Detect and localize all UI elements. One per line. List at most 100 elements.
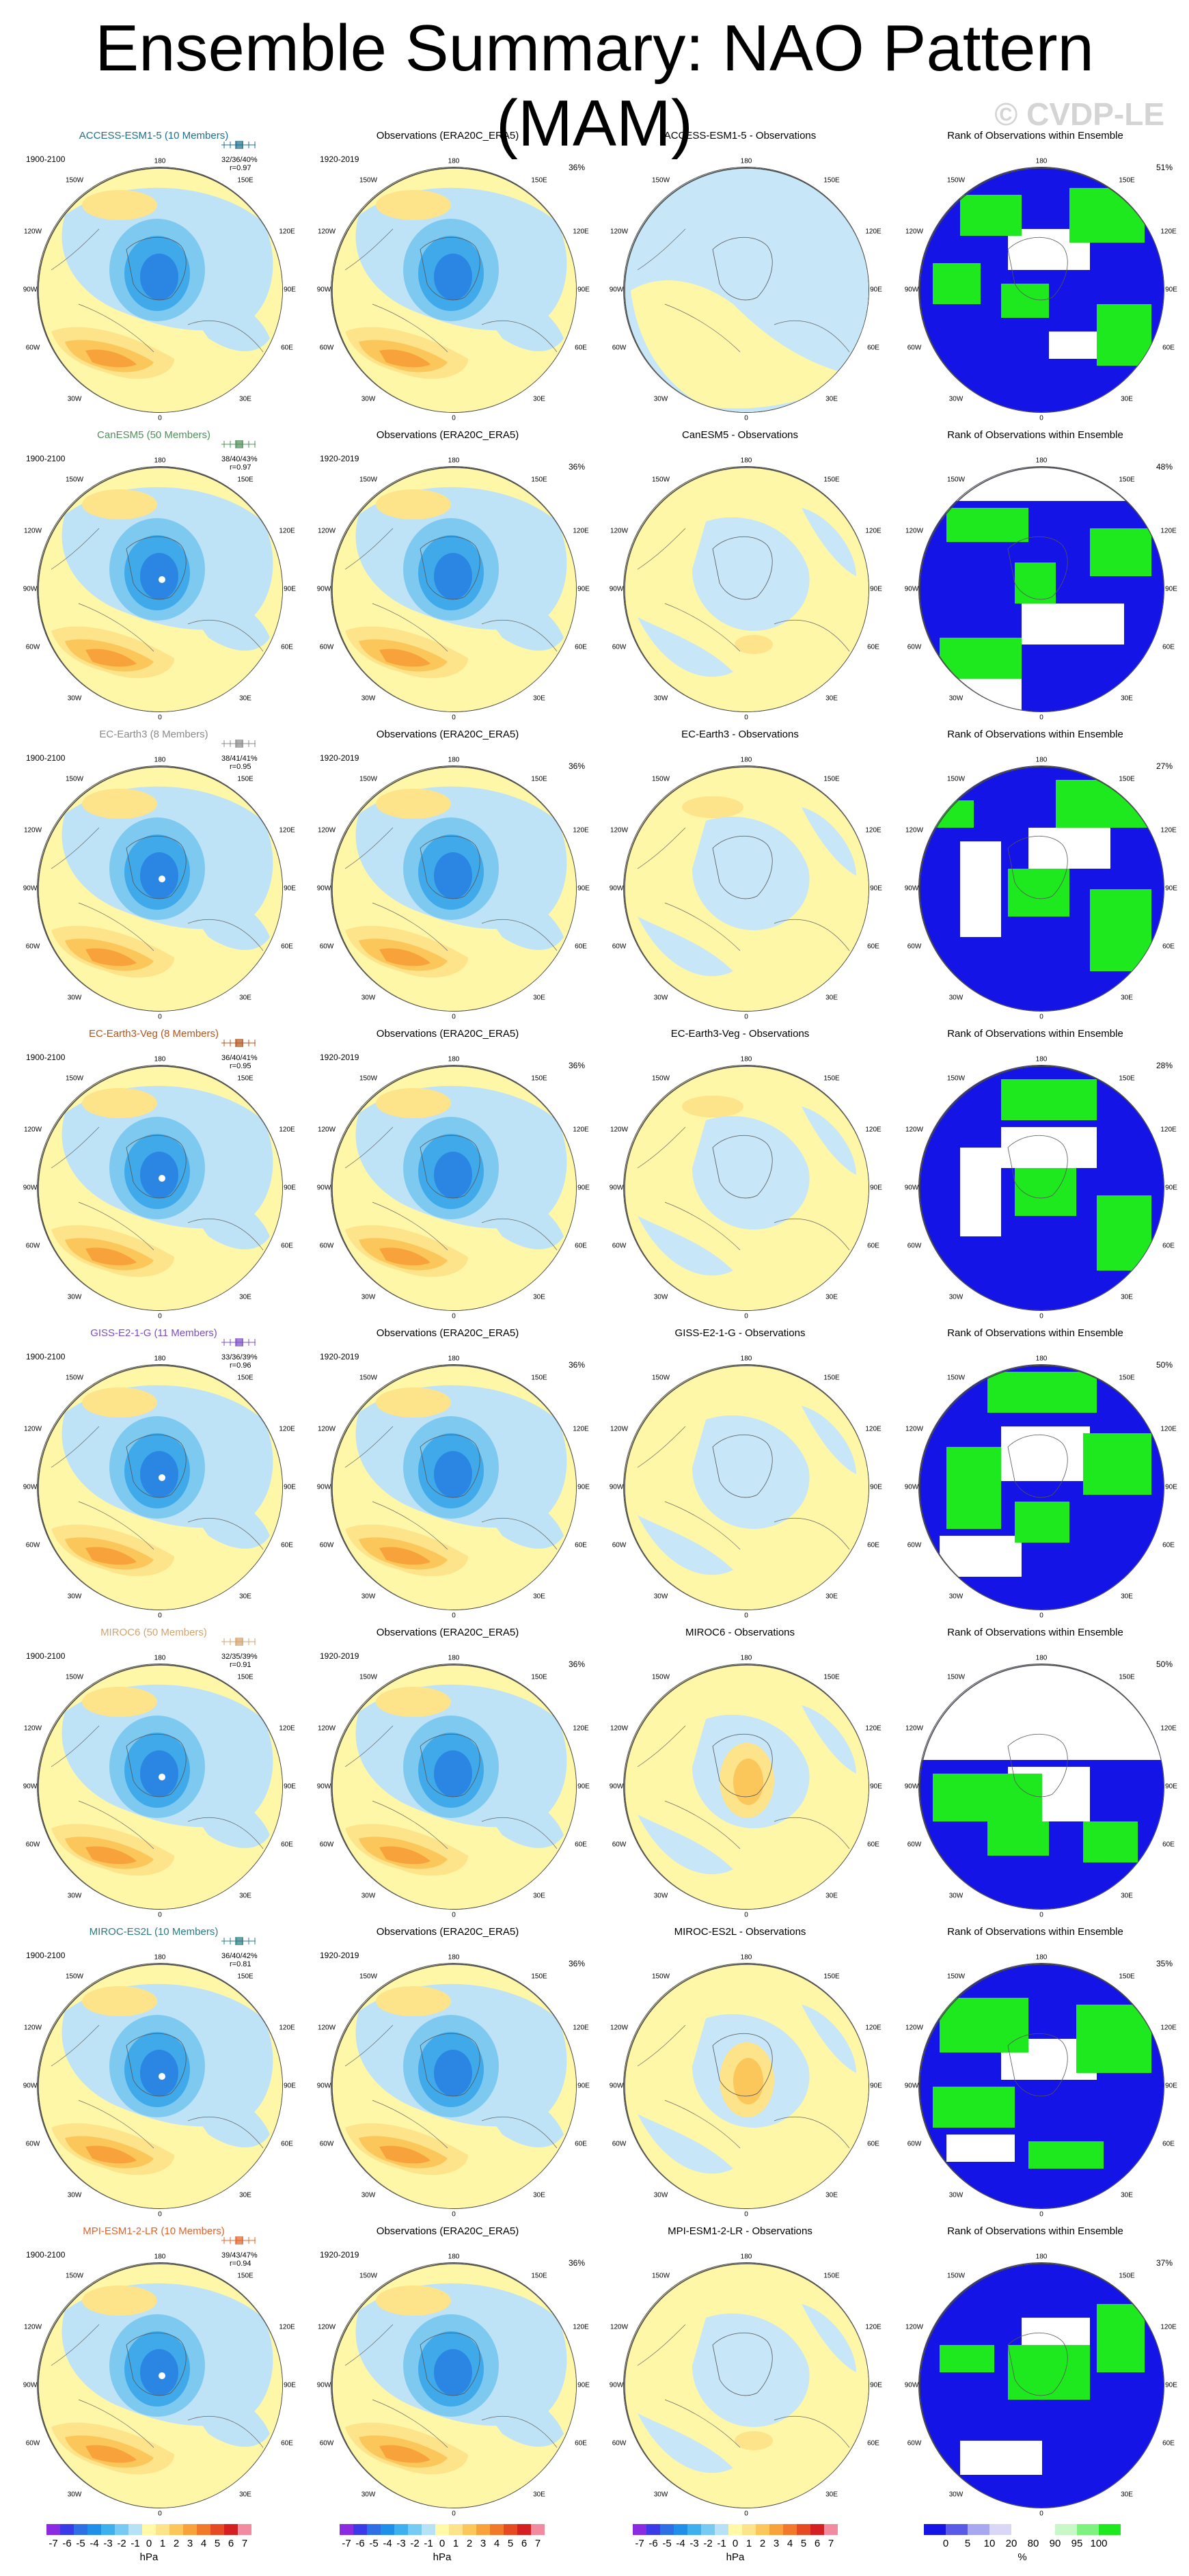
rank-title: Rank of Observations within Ensemble bbox=[947, 729, 1123, 740]
map-longitude-label: 120W bbox=[905, 2024, 924, 2032]
map-longitude-label: 180 bbox=[740, 1953, 752, 1962]
percent-variance-label: 50% bbox=[1156, 1659, 1173, 1669]
map-longitude-label: 180 bbox=[1035, 1953, 1048, 1962]
map-longitude-label: 60E bbox=[281, 943, 293, 951]
spread-whisker-icon bbox=[221, 740, 256, 748]
colorbar-tick-label: 7 bbox=[241, 2538, 248, 2549]
colorbar-swatch bbox=[115, 2524, 128, 2535]
ensemble-stats: 38/41/41% r=0.95 bbox=[221, 755, 258, 771]
colorbar-unit: % bbox=[1017, 2551, 1027, 2563]
map-longitude-label: 60W bbox=[907, 1841, 922, 1849]
map-field bbox=[38, 1664, 282, 1909]
page-title: Ensemble Summary: NAO Pattern (MAM) bbox=[95, 12, 1094, 160]
map-longitude-label: 180 bbox=[154, 1953, 166, 1962]
map-field bbox=[331, 2263, 576, 2508]
difference-title: CanESM5 - Observations bbox=[681, 429, 799, 441]
period-label: 1900-2100 bbox=[26, 1352, 66, 1361]
map-longitude-label: 30E bbox=[1121, 1892, 1133, 1900]
map-longitude-label: 30W bbox=[653, 395, 668, 403]
map-longitude-label: 90W bbox=[23, 1184, 38, 1192]
map-longitude-label: 180 bbox=[448, 157, 460, 165]
map-longitude-label: 90E bbox=[1165, 2381, 1177, 2389]
map-longitude-label: 120E bbox=[865, 1724, 882, 1733]
map-longitude-label: 90W bbox=[609, 1782, 624, 1791]
map-longitude-label: 90E bbox=[577, 585, 590, 593]
map-longitude-label: 180 bbox=[448, 1355, 460, 1363]
map-longitude-label: 120W bbox=[23, 1724, 42, 1733]
rank-panel: Rank of Observations within Ensemble 37% 1… bbox=[888, 2225, 1182, 2525]
map-longitude-label: 60E bbox=[575, 643, 587, 651]
map-longitude-label: 60W bbox=[25, 1242, 40, 1250]
map-longitude-label: 60W bbox=[25, 2439, 40, 2448]
percent-variance-label: 48% bbox=[1156, 462, 1173, 472]
colorbar-tick-label: -4 bbox=[676, 2538, 685, 2549]
polar-map bbox=[37, 1963, 283, 2209]
colorbar-tick-label: 7 bbox=[534, 2538, 541, 2549]
colorbar-swatches bbox=[633, 2524, 838, 2535]
rank-title: Rank of Observations within Ensemble bbox=[947, 1627, 1123, 1638]
map-longitude-label: 120E bbox=[865, 527, 882, 535]
map-longitude-label: 150E bbox=[823, 1074, 840, 1083]
map-longitude-label: 0 bbox=[1039, 2510, 1043, 2518]
map-longitude-label: 150W bbox=[359, 1074, 378, 1083]
map-longitude-label: 30E bbox=[1121, 994, 1133, 1002]
map-longitude-label: 30E bbox=[1121, 2191, 1133, 2199]
map-longitude-label: 0 bbox=[744, 414, 748, 422]
map-longitude-label: 30E bbox=[533, 2491, 545, 2499]
polar-map bbox=[623, 167, 869, 413]
rank-title: Rank of Observations within Ensemble bbox=[947, 1327, 1123, 1339]
map-longitude-label: 90E bbox=[870, 585, 882, 593]
colorbar-tick-label: 1 bbox=[159, 2538, 166, 2549]
period-label: 1920-2019 bbox=[320, 753, 359, 763]
map-longitude-label: 120E bbox=[1160, 527, 1177, 535]
map-longitude-label: 150E bbox=[823, 1374, 840, 1382]
colorbar-tick-label: 4 bbox=[787, 2538, 793, 2549]
map-longitude-label: 120W bbox=[610, 2024, 629, 2032]
map-longitude-label: 180 bbox=[740, 1055, 752, 1063]
rank-panel: Rank of Observations within Ensemble 28% 1… bbox=[888, 1028, 1182, 1327]
map-longitude-label: 120W bbox=[905, 2323, 924, 2331]
map-longitude-label: 30E bbox=[825, 2491, 838, 2499]
map-longitude-label: 0 bbox=[452, 2210, 456, 2219]
map-longitude-label: 180 bbox=[448, 756, 460, 764]
polar-map bbox=[37, 1065, 283, 1311]
colorbar-difference: -7 -6 -5 -4 -3 -2 -1 0 1 2 3 4 5 6 7 hPa bbox=[633, 2524, 838, 2572]
colorbar-swatch bbox=[924, 2524, 946, 2535]
map-longitude-label: 150W bbox=[946, 1074, 966, 1083]
map-longitude-label: 0 bbox=[1039, 1612, 1043, 1620]
map-longitude-label: 60E bbox=[281, 344, 293, 352]
colorbar-rank: 0 5 10 20 80 90 95 100% bbox=[924, 2524, 1121, 2572]
map-longitude-label: 150W bbox=[651, 1673, 670, 1681]
map-longitude-label: 0 bbox=[744, 1312, 748, 1320]
map-longitude-label: 120W bbox=[23, 228, 42, 236]
colorbar-tick-label: 2 bbox=[759, 2538, 766, 2549]
rank-panel: Rank of Observations within Ensemble 50% 1… bbox=[888, 1327, 1182, 1627]
map-longitude-label: 60E bbox=[281, 1841, 293, 1849]
map-longitude-label: 60E bbox=[1162, 643, 1175, 651]
map-longitude-label: 180 bbox=[448, 1953, 460, 1962]
map-longitude-label: 90E bbox=[577, 884, 590, 893]
percent-variance-label: 36% bbox=[568, 163, 585, 172]
map-longitude-label: 60W bbox=[907, 1242, 922, 1250]
map-longitude-label: 120E bbox=[279, 1724, 295, 1733]
period-label: 1920-2019 bbox=[320, 1951, 359, 1960]
ensemble-stats: 32/35/39% r=0.91 bbox=[221, 1653, 258, 1669]
map-longitude-label: 180 bbox=[740, 2253, 752, 2261]
colorbar-swatch bbox=[435, 2524, 449, 2535]
rank-panel: Rank of Observations within Ensemble 51% 1… bbox=[888, 130, 1182, 429]
map-longitude-label: 150E bbox=[237, 1374, 254, 1382]
map-longitude-label: 150E bbox=[237, 1972, 254, 1981]
colorbar-tick-label: -7 bbox=[49, 2538, 58, 2549]
model-row: MPI-ESM1-2-LR (10 Members) 1900-2100 39/43… bbox=[0, 2225, 1189, 2525]
map-longitude-label: 150W bbox=[651, 176, 670, 185]
map-longitude-label: 90E bbox=[284, 1483, 296, 1491]
colorbar-tick-label: -2 bbox=[117, 2538, 126, 2549]
map-longitude-label: 30W bbox=[67, 2491, 82, 2499]
map-longitude-label: 90W bbox=[23, 286, 38, 294]
map-longitude-label: 90E bbox=[284, 2082, 296, 2090]
rank-panel: Rank of Observations within Ensemble 48% 1… bbox=[888, 429, 1182, 729]
map-longitude-label: 150E bbox=[237, 2272, 254, 2280]
map-longitude-label: 180 bbox=[448, 1055, 460, 1063]
map-longitude-label: 120W bbox=[905, 1425, 924, 1433]
rank-title: Rank of Observations within Ensemble bbox=[947, 2225, 1123, 2237]
